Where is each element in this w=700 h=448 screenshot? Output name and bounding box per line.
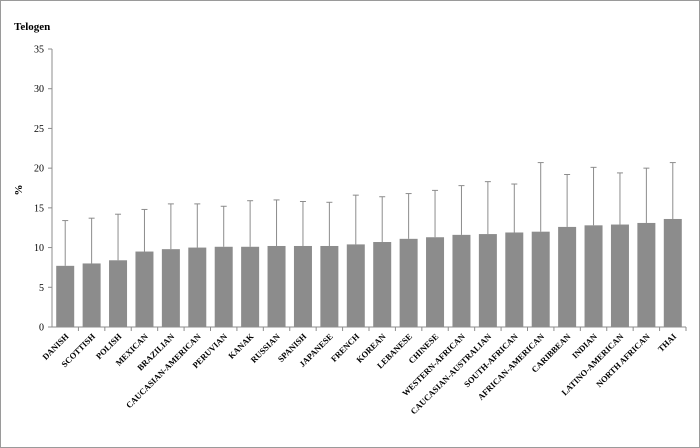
bar: [214, 246, 233, 327]
y-tick-label: 35: [34, 45, 44, 56]
bar: [478, 234, 497, 327]
bar: [531, 231, 550, 327]
bar: [663, 218, 682, 327]
error-bars: [62, 162, 676, 266]
bars: [56, 218, 682, 327]
y-axis-ticks: 0 5 10 15 20 25 30 35: [34, 45, 52, 334]
y-tick-label: 15: [34, 203, 44, 214]
bar: [505, 232, 524, 327]
bar: [373, 242, 392, 327]
bar: [584, 225, 603, 327]
y-tick-label: 25: [34, 124, 44, 135]
bar: [320, 245, 339, 327]
x-axis-ticks: DANISHSCOTTISHPOLISHMEXICANBRAZILIANCAUC…: [40, 327, 687, 416]
y-tick-label: 30: [34, 84, 44, 95]
chart-title: Telogen: [14, 21, 50, 33]
bar: [610, 224, 629, 327]
bar: [161, 249, 180, 327]
bar: [82, 263, 101, 327]
y-axis-label: %: [13, 185, 25, 196]
bar: [637, 222, 656, 327]
bar: [426, 237, 445, 327]
y-tick-label: 5: [39, 283, 44, 294]
bar: [135, 251, 154, 327]
bar: [399, 238, 418, 327]
bar: [56, 265, 75, 327]
bar: [293, 245, 312, 327]
bar: [241, 246, 260, 327]
bar: [188, 247, 207, 327]
y-tick-label: 20: [34, 164, 44, 175]
bar: [346, 244, 365, 327]
bar: [452, 234, 471, 327]
x-tick-label: THAI: [656, 331, 679, 354]
y-tick-label: 10: [34, 243, 44, 254]
bar: [558, 226, 577, 327]
bar: [267, 245, 286, 327]
bar: [109, 260, 128, 327]
y-tick-label: 0: [39, 323, 44, 334]
